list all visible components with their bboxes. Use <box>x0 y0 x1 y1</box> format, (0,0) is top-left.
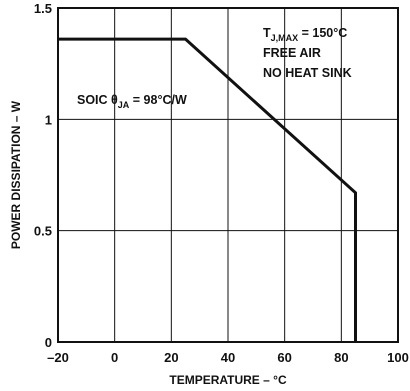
derating-curve <box>58 37 357 342</box>
tj-max-annotation: TJ,MAX = 150°C <box>263 26 347 43</box>
x-tick-label: 60 <box>277 350 291 365</box>
plot-frame <box>57 7 399 343</box>
y-tick-label: 0 <box>45 335 52 350</box>
grid <box>58 8 398 342</box>
x-tick-label: 80 <box>334 350 348 365</box>
x-axis-label: TEMPERATURE – °C <box>169 373 287 387</box>
y-tick-label: 1 <box>45 112 52 127</box>
free-air-annotation: FREE AIR <box>263 46 321 60</box>
x-tick-label: 20 <box>164 350 178 365</box>
x-tick-label: –20 <box>47 350 69 365</box>
x-tick-label: 0 <box>111 350 118 365</box>
y-tick-label: 1.5 <box>34 1 52 16</box>
x-tick-labels: –20 0 20 40 60 80 100 <box>47 350 409 365</box>
y-tick-label: 0.5 <box>34 224 52 239</box>
soic-theta-annotation: SOIC θJA = 98°C/W <box>77 93 187 110</box>
x-tick-label: 100 <box>387 350 409 365</box>
y-tick-labels: 0 0.5 1 1.5 <box>34 1 52 350</box>
x-tick-label: 40 <box>221 350 235 365</box>
y-axis-label: POWER DISSIPATION – W <box>9 100 23 249</box>
no-heat-sink-annotation: NO HEAT SINK <box>263 66 352 80</box>
